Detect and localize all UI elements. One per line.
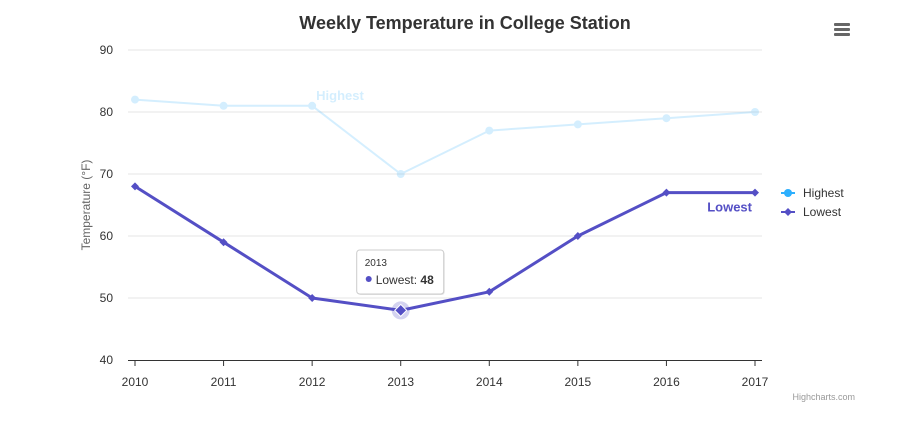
data-point[interactable] [751, 108, 759, 116]
y-axis: 40 50 60 70 80 90 [100, 43, 114, 367]
data-point[interactable] [219, 101, 228, 110]
legend-marker [784, 208, 792, 216]
data-point[interactable] [573, 232, 582, 240]
series-line-highest [134, 98, 756, 175]
hover-point [391, 301, 410, 320]
y-axis-title: Temperature (°F) [79, 160, 93, 251]
tooltip: 2013 Lowest: 48 [356, 249, 445, 295]
series-highest[interactable] [131, 95, 759, 178]
y-tick-label: 70 [100, 167, 114, 181]
x-tick-label: 2011 [211, 375, 237, 389]
series-label: Highest [316, 88, 364, 103]
y-tick-label: 40 [100, 353, 114, 367]
data-point[interactable] [308, 101, 317, 110]
data-point[interactable] [662, 188, 671, 197]
series-lowest[interactable] [131, 182, 759, 315]
y-tick-label: 50 [100, 291, 114, 305]
data-point[interactable] [485, 287, 494, 296]
data-point[interactable] [219, 238, 228, 247]
series-label: Lowest [707, 200, 752, 215]
tooltip-series-dot [365, 276, 372, 282]
data-point[interactable] [485, 126, 494, 135]
legend-marker [784, 189, 792, 197]
x-tick-label: 2014 [476, 375, 503, 389]
data-point[interactable] [131, 182, 139, 191]
series-labels: Highest Lowest [316, 88, 753, 215]
series-line-lowest [133, 184, 757, 312]
tooltip-value: 48 [420, 273, 434, 287]
tooltip-header: 2013 [365, 258, 388, 269]
hamburger-menu-icon[interactable] [830, 19, 854, 41]
data-point[interactable] [131, 95, 139, 104]
credits-link[interactable]: Highcharts.com [792, 392, 855, 402]
legend-item-lowest[interactable]: Lowest [781, 205, 842, 219]
legend-item-highest[interactable]: Highest [781, 186, 844, 200]
y-tick-label: 60 [100, 229, 114, 243]
legend: Highest Lowest [781, 186, 844, 219]
x-tick-label: 2016 [653, 375, 680, 389]
x-tick-label: 2013 [387, 375, 414, 389]
series-area [131, 95, 759, 320]
x-axis: 2010 2011 2012 2013 2014 2015 2016 2017 [122, 360, 769, 389]
x-tick-label: 2017 [742, 375, 769, 389]
data-point[interactable] [662, 114, 671, 123]
tooltip-line: Lowest: 48 [376, 273, 434, 287]
x-tick-label: 2010 [122, 375, 149, 389]
hover-marker [394, 303, 408, 318]
y-tick-label: 80 [100, 105, 114, 119]
data-point[interactable] [573, 120, 582, 129]
legend-label: Lowest [803, 205, 842, 219]
data-point[interactable] [308, 294, 317, 302]
tooltip-series-name: Lowest: [376, 273, 421, 287]
data-point[interactable] [396, 170, 405, 178]
x-tick-label: 2012 [299, 375, 326, 389]
grid [128, 49, 762, 299]
legend-label: Highest [803, 186, 844, 200]
x-tick-label: 2015 [565, 375, 592, 389]
y-tick-label: 90 [100, 43, 114, 57]
chart-title: Weekly Temperature in College Station [299, 13, 630, 33]
tooltip-box [356, 249, 445, 295]
data-point[interactable] [751, 188, 759, 197]
